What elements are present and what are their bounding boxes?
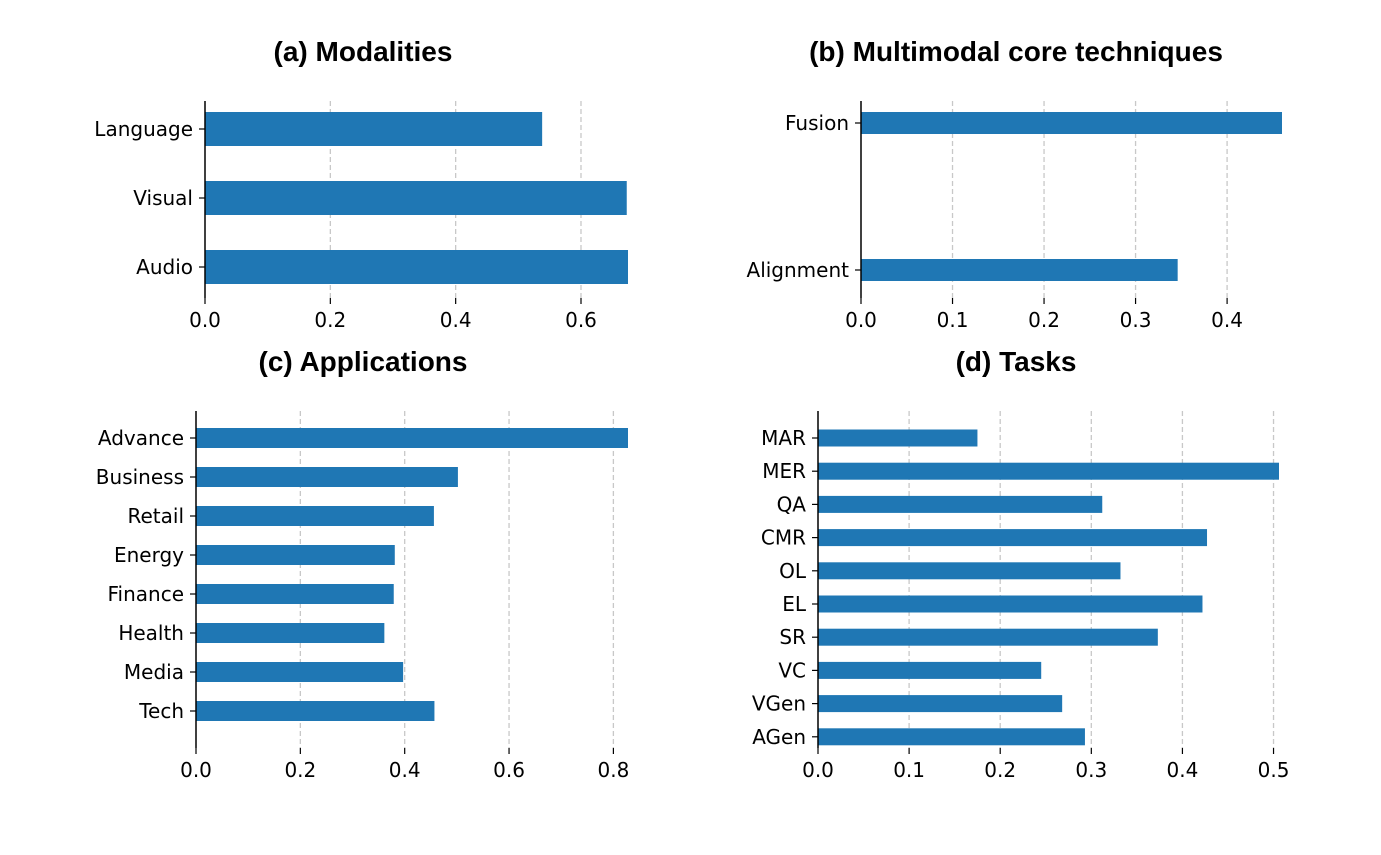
y-tick-label: Media [124, 660, 184, 684]
y-tick-label: Business [96, 465, 184, 489]
y-tick-label: Alignment [747, 258, 850, 282]
x-tick-label: 0.0 [180, 758, 212, 782]
x-tick-label: 0.2 [984, 758, 1016, 782]
y-tick-label: VGen [752, 692, 806, 716]
y-tick-label: Health [118, 621, 184, 645]
x-tick-label: 0.4 [440, 308, 472, 332]
panel-tasks: (d) Tasks MAR MER QA CMR OL EL SR VC VGen AGen 0.0… [752, 346, 1290, 782]
y-tick-label: Language [94, 117, 193, 141]
y-tick-label: CMR [761, 526, 806, 550]
bar-business [196, 467, 458, 487]
chart-title: (b) Multimodal core techniques [809, 36, 1223, 67]
x-tick-label: 0.0 [189, 308, 221, 332]
y-tick-label: VC [778, 658, 806, 682]
bar-fusion [861, 112, 1282, 134]
bar-ol [818, 562, 1121, 580]
bar-cmr [818, 529, 1208, 547]
y-tick-label: Retail [127, 504, 184, 528]
y-tick-label: AGen [752, 725, 806, 749]
bar-advance [196, 428, 628, 448]
bar-media [196, 662, 404, 682]
bar-vc [818, 661, 1042, 679]
y-tick-label: SR [779, 625, 806, 649]
bar-tech [196, 701, 435, 721]
x-tick-label: 0.0 [802, 758, 834, 782]
x-tick-label: 0.3 [1075, 758, 1107, 782]
x-tick-label: 0.8 [597, 758, 629, 782]
y-tick-label: MER [762, 459, 806, 483]
panel-applications: (c) Applications Advance Business Retail En… [96, 346, 630, 782]
panel-core-techniques: (b) Multimodal core techniques Fusion Ali… [747, 36, 1282, 332]
bar-health [196, 623, 385, 643]
x-tick-label: 0.4 [1211, 308, 1243, 332]
bar-mar [818, 429, 978, 447]
y-tick-label: Visual [133, 186, 193, 210]
x-tick-label: 0.4 [389, 758, 421, 782]
bar-sr [818, 628, 1158, 646]
y-tick-label: MAR [761, 426, 806, 450]
x-tick-label: 0.6 [565, 308, 597, 332]
y-tick-label: Advance [98, 426, 184, 450]
bar-retail [196, 506, 434, 526]
chart-title: (c) Applications [259, 346, 468, 377]
y-tick-label: Fusion [785, 111, 849, 135]
x-tick-label: 0.2 [314, 308, 346, 332]
y-tick-label: OL [779, 559, 807, 583]
chart-title: (d) Tasks [956, 346, 1077, 377]
bar-vgen [818, 695, 1063, 713]
x-tick-label: 0.0 [845, 308, 877, 332]
y-tick-label: Audio [136, 255, 193, 279]
bar-visual [205, 181, 627, 215]
x-tick-label: 0.2 [1028, 308, 1060, 332]
bar-qa [818, 495, 1103, 513]
bar-alignment [861, 259, 1178, 281]
panel-modalities: (a) Modalities Language Visual Audio 0.0 0.2… [94, 36, 628, 332]
x-tick-label: 0.6 [493, 758, 525, 782]
y-tick-label: Finance [107, 582, 184, 606]
x-tick-label: 0.5 [1258, 758, 1290, 782]
y-tick-label: Energy [114, 543, 184, 567]
x-tick-label: 0.4 [1167, 758, 1199, 782]
chart-title: (a) Modalities [274, 36, 453, 67]
x-tick-label: 0.2 [284, 758, 316, 782]
bar-mer [818, 462, 1279, 480]
y-tick-label: EL [782, 592, 807, 616]
bar-finance [196, 584, 394, 604]
bar-agen [818, 728, 1085, 746]
bar-audio [205, 250, 628, 284]
x-tick-label: 0.1 [893, 758, 925, 782]
bar-language [205, 112, 543, 146]
x-tick-label: 0.1 [937, 308, 969, 332]
bar-energy [196, 545, 395, 565]
y-tick-label: QA [777, 492, 807, 516]
x-tick-label: 0.3 [1120, 308, 1152, 332]
bar-el [818, 595, 1203, 613]
y-tick-label: Tech [138, 699, 184, 723]
